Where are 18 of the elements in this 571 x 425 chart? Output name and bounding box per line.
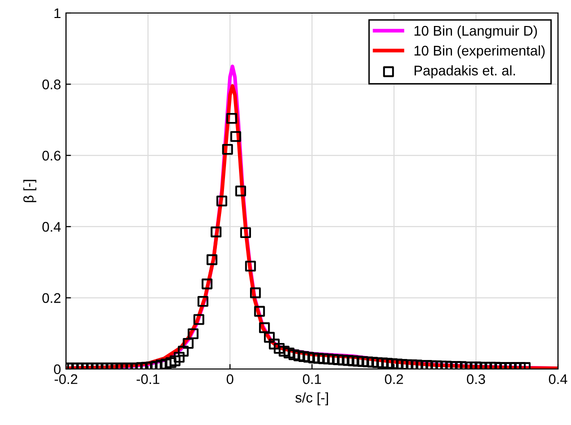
x-tick-label: -0.2: [54, 374, 78, 384]
y-tick-label: 0: [54, 364, 61, 374]
x-tick-label: 0: [226, 374, 234, 384]
y-tick-label: 0.6: [42, 150, 61, 161]
y-axis-title: β [-]: [23, 180, 36, 202]
legend-label: 10 Bin (experimental): [414, 45, 545, 58]
x-tick-label: 0.3: [466, 374, 486, 384]
y-tick-label: 1: [54, 8, 60, 18]
x-tick-label: 0.2: [384, 374, 403, 384]
x-axis-title: s/c [-]: [295, 392, 328, 406]
legend-label: 10 Bin (Langmuir D): [414, 26, 537, 38]
x-tick-label: 0.1: [302, 374, 321, 384]
x-tick-label: -0.1: [136, 374, 160, 384]
y-tick-label: 0.8: [42, 80, 61, 90]
x-tick-label: 0.4: [548, 374, 568, 384]
y-tick-label: 0.2: [42, 293, 60, 303]
legend-label: Papadakis et. al.: [414, 65, 515, 78]
y-tick-label: 0.4: [42, 222, 61, 232]
